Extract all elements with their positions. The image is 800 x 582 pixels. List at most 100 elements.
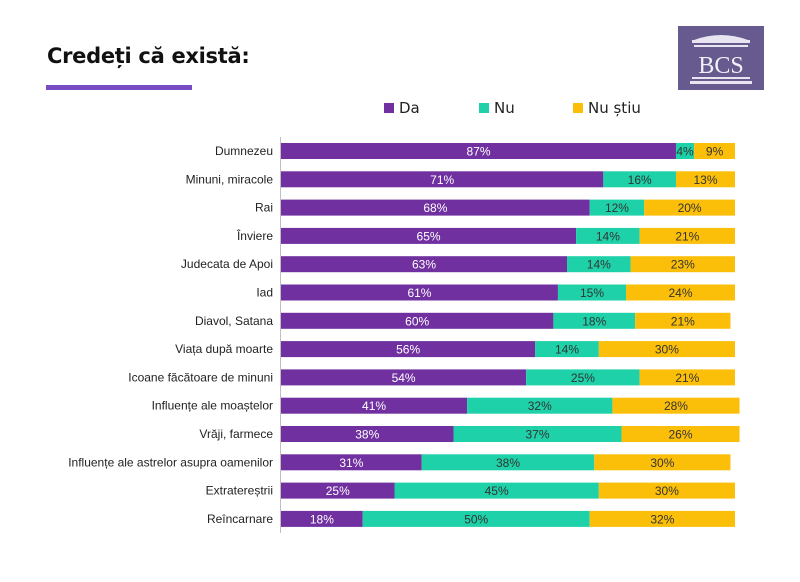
value-label: 30% xyxy=(655,343,679,357)
bar-row: Dumnezeu 87% 4% 9% xyxy=(215,143,735,159)
legend-swatch-nu xyxy=(479,103,489,113)
legend-swatch-da xyxy=(384,103,394,113)
value-label: 30% xyxy=(655,484,679,498)
value-label: 50% xyxy=(464,512,488,526)
value-label: 56% xyxy=(396,343,420,357)
value-label: 28% xyxy=(664,399,688,413)
legend-label-da: Da xyxy=(399,99,420,117)
bar-row: Vrăji, farmece 38% 37% 26% xyxy=(199,426,740,442)
value-label: 23% xyxy=(671,258,695,272)
category-label: Viața după moarte xyxy=(175,342,273,356)
bar-segment-da xyxy=(281,454,422,471)
bar-segment-nu-stiu xyxy=(594,454,731,471)
value-label: 38% xyxy=(496,456,520,470)
bar-segment-nu xyxy=(467,397,613,414)
bar-segment-nu-stiu xyxy=(598,482,735,499)
bar-segment-nu xyxy=(557,284,627,301)
bar-segment-nu-stiu xyxy=(589,510,735,527)
bar-row: Diavol, Satana 60% 18% 21% xyxy=(195,312,731,329)
value-label: 31% xyxy=(339,456,363,470)
value-label: 71% xyxy=(430,173,454,187)
category-label: Rai xyxy=(255,201,273,215)
bar-segment-nu-stiu xyxy=(626,284,735,301)
value-label: 9% xyxy=(706,145,724,159)
category-label: Influențe ale moaștelor xyxy=(152,399,273,413)
bar-segment-da xyxy=(281,256,568,273)
value-label: 21% xyxy=(675,229,699,243)
bar-segment-da xyxy=(281,341,536,358)
value-label: 61% xyxy=(407,286,431,300)
value-label: 14% xyxy=(587,258,611,272)
value-label: 24% xyxy=(669,286,693,300)
bcs-logo: BCS xyxy=(678,26,764,90)
value-label: 68% xyxy=(423,201,447,215)
bar-segment-nu-stiu xyxy=(612,397,740,414)
bar-row: Minuni, miracole 71% 16% 13% xyxy=(186,171,735,188)
bar-segment-nu xyxy=(394,482,599,499)
value-label: 14% xyxy=(596,229,620,243)
category-label: Minuni, miracole xyxy=(186,172,274,186)
bar-row: Iad 61% 15% 24% xyxy=(256,284,735,301)
bar-segment-da xyxy=(281,227,577,244)
bar-row: Influențe ale moaștelor 41% 32% 28% xyxy=(152,397,740,414)
bar-segment-nu-stiu xyxy=(639,369,735,386)
bar-segment-nu-stiu xyxy=(675,171,735,188)
title-underline xyxy=(46,85,192,90)
bar-segment-da xyxy=(281,143,676,159)
value-label: 20% xyxy=(678,201,702,215)
bar-row: Înviere 65% 14% 21% xyxy=(236,227,735,244)
value-label: 25% xyxy=(571,371,595,385)
value-label: 60% xyxy=(405,314,429,328)
value-label: 26% xyxy=(669,428,693,442)
page-title: Credeți că există: xyxy=(47,44,250,68)
building-icon: BCS xyxy=(690,35,752,84)
category-label: Înviere xyxy=(236,228,273,243)
bar-row: Reîncarnare 18% 50% 32% xyxy=(207,510,735,527)
value-label: 32% xyxy=(650,512,674,526)
bar-segment-nu-stiu xyxy=(644,199,735,216)
bar-segment-nu xyxy=(421,454,595,471)
bar-segment-nu xyxy=(567,256,631,273)
bar-segment-nu-stiu xyxy=(635,312,731,329)
value-label: 54% xyxy=(392,371,416,385)
category-label: Iad xyxy=(256,286,273,300)
value-label: 38% xyxy=(355,428,379,442)
value-label: 37% xyxy=(525,428,549,442)
bar-segment-nu xyxy=(589,199,645,216)
category-label: Icoane făcătoare de minuni xyxy=(128,370,273,384)
value-label: 18% xyxy=(310,512,334,526)
bar-segment-da xyxy=(281,199,590,216)
bar-row: Extratereștrii 25% 45% 30% xyxy=(206,482,735,499)
bar-segment-da xyxy=(281,426,454,442)
bar-segment-da xyxy=(281,312,554,329)
bar-segment-nu-stiu xyxy=(598,341,735,358)
bar-segment-da xyxy=(281,482,395,499)
legend-label-nu: Nu xyxy=(494,99,515,117)
value-label: 12% xyxy=(605,201,629,215)
value-label: 45% xyxy=(485,484,509,498)
value-label: 41% xyxy=(362,399,386,413)
value-label: 87% xyxy=(466,145,490,159)
legend-swatch-nu-stiu xyxy=(573,103,583,113)
value-label: 65% xyxy=(417,229,441,243)
logo-text: BCS xyxy=(698,53,743,79)
bar-row: Icoane făcătoare de minuni 54% 25% 21% xyxy=(128,369,735,386)
bar-segment-nu-stiu xyxy=(630,256,735,273)
value-label: 63% xyxy=(412,258,436,272)
value-label: 30% xyxy=(650,456,674,470)
bar-segment-da xyxy=(281,510,363,527)
bar-segment-nu xyxy=(535,341,599,358)
category-label: Influențe ale astrelor asupra oamenilor xyxy=(68,455,273,469)
bar-segment-nu xyxy=(362,510,590,527)
bar-segment-da xyxy=(281,284,558,301)
value-label: 14% xyxy=(555,343,579,357)
bar-row: Influențe ale astrelor asupra oamenilor 3… xyxy=(68,454,731,471)
bar-segment-nu-stiu xyxy=(694,143,735,159)
bar-row: Viața după moarte 56% 14% 30% xyxy=(175,341,735,358)
category-label: Vrăji, farmece xyxy=(199,427,273,441)
bar-segment-da xyxy=(281,397,468,414)
value-label: 13% xyxy=(693,173,717,187)
bar-segment-da xyxy=(281,171,604,188)
bar-segment-nu xyxy=(675,143,695,159)
